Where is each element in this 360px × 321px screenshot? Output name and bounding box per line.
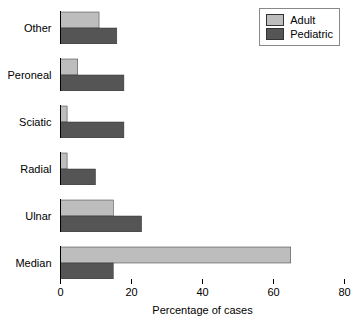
html-text:Pediatric: Pediatric <box>290 28 333 40</box>
svg-text:Peroneal: Peroneal <box>7 69 51 81</box>
svg-text:80: 80 <box>338 286 350 298</box>
svg-text:Other: Other <box>24 22 52 34</box>
svg-text:0: 0 <box>57 286 63 298</box>
svg-text:Radial: Radial <box>20 163 51 175</box>
svg-text:Ulnar: Ulnar <box>25 210 52 222</box>
svg-text:Median: Median <box>15 257 51 269</box>
svg-text:60: 60 <box>267 286 279 298</box>
svg-text:Percentage of cases: Percentage of cases <box>152 304 253 316</box>
svg-text:20: 20 <box>125 286 137 298</box>
svg-text:Sciatic: Sciatic <box>19 116 52 128</box>
svg-text:40: 40 <box>196 286 208 298</box>
html-text:Adult: Adult <box>290 14 316 26</box>
